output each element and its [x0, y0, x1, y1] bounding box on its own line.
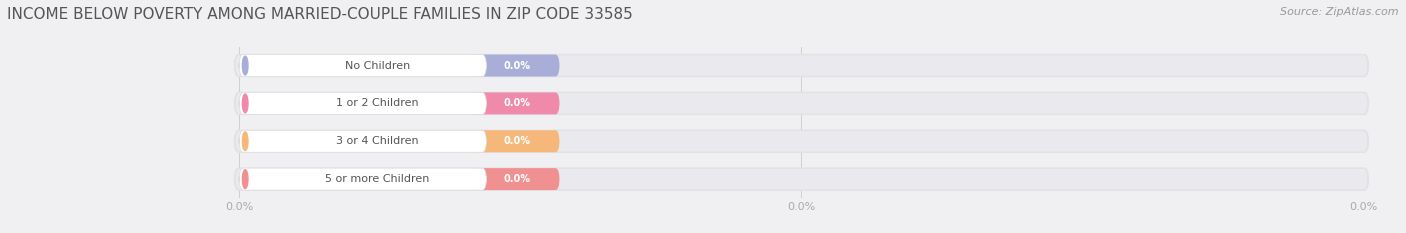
Text: 0.0%: 0.0%	[503, 136, 531, 146]
FancyBboxPatch shape	[236, 93, 1367, 114]
FancyBboxPatch shape	[470, 130, 560, 152]
FancyBboxPatch shape	[233, 167, 1369, 191]
Text: INCOME BELOW POVERTY AMONG MARRIED-COUPLE FAMILIES IN ZIP CODE 33585: INCOME BELOW POVERTY AMONG MARRIED-COUPL…	[7, 7, 633, 22]
Circle shape	[242, 94, 247, 113]
FancyBboxPatch shape	[239, 130, 486, 152]
FancyBboxPatch shape	[470, 55, 560, 76]
Text: 5 or more Children: 5 or more Children	[325, 174, 430, 184]
FancyBboxPatch shape	[239, 93, 486, 114]
Text: 3 or 4 Children: 3 or 4 Children	[336, 136, 419, 146]
Text: 0.0%: 0.0%	[503, 174, 531, 184]
Text: Source: ZipAtlas.com: Source: ZipAtlas.com	[1281, 7, 1399, 17]
Text: 0.0%: 0.0%	[503, 98, 531, 108]
Circle shape	[242, 56, 247, 75]
FancyBboxPatch shape	[470, 93, 560, 114]
FancyBboxPatch shape	[233, 92, 1369, 115]
Circle shape	[242, 170, 247, 188]
Text: No Children: No Children	[344, 61, 411, 71]
Text: 0.0%: 0.0%	[503, 61, 531, 71]
Circle shape	[242, 132, 247, 151]
Text: 1 or 2 Children: 1 or 2 Children	[336, 98, 419, 108]
FancyBboxPatch shape	[233, 54, 1369, 77]
FancyBboxPatch shape	[239, 168, 486, 190]
FancyBboxPatch shape	[239, 55, 486, 76]
FancyBboxPatch shape	[236, 169, 1367, 189]
FancyBboxPatch shape	[236, 131, 1367, 151]
FancyBboxPatch shape	[236, 55, 1367, 76]
FancyBboxPatch shape	[470, 168, 560, 190]
FancyBboxPatch shape	[233, 130, 1369, 153]
